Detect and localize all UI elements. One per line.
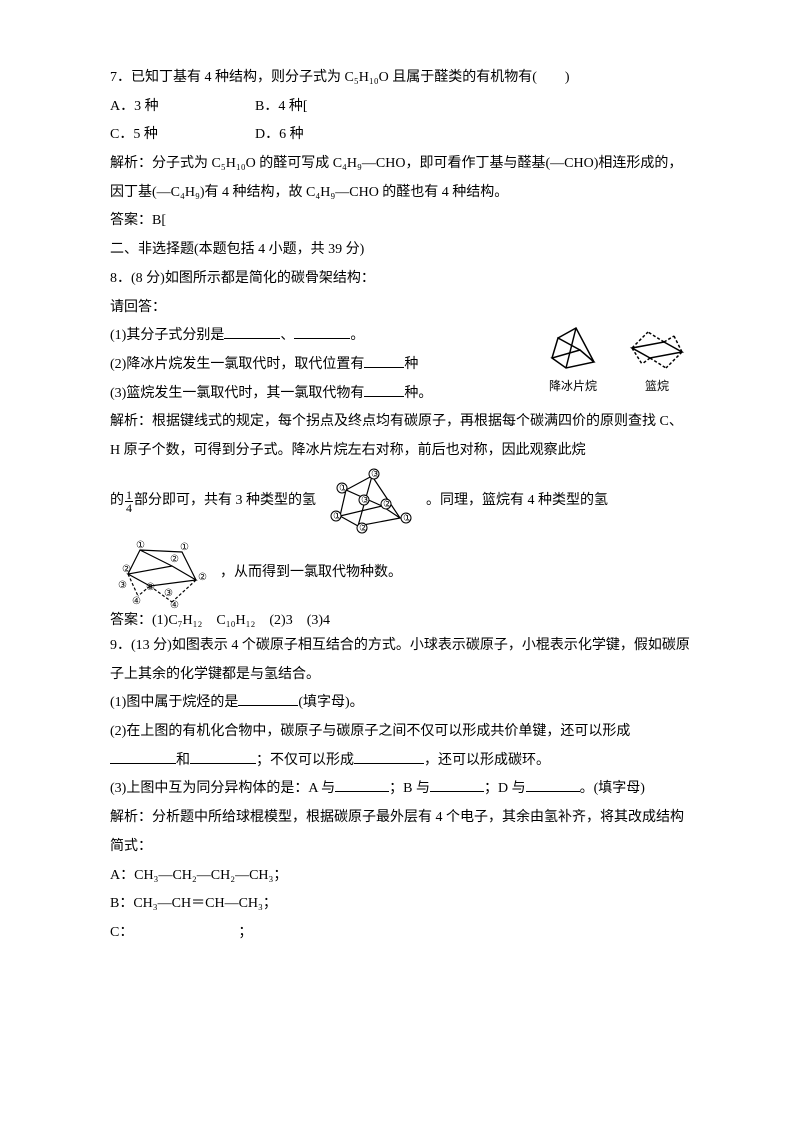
svg-text:①: ① <box>339 483 348 494</box>
q7-options-row2: C．5 种 D．6 种 <box>110 121 690 150</box>
blank <box>364 353 404 368</box>
svg-text:③: ③ <box>371 469 380 480</box>
q8-diagram-left: 降冰片烷 <box>544 324 602 399</box>
q8-p2-a: (2)降冰片烷发生一氯取代时，取代位置有 <box>110 357 364 372</box>
q7-opt-d: D．6 种 <box>255 121 400 150</box>
q8-ana2-b: 部分即可，共有 3 种类型的氢 <box>134 487 316 516</box>
q8-ana3: ，从而得到一氯取代物种数。 <box>220 559 402 588</box>
q9-b: B：CH₃—CH＝CH—CH₃； <box>110 890 690 919</box>
norbornane-icon <box>544 324 602 372</box>
q7-stem: 7．已知丁基有 4 种结构，则分子式为 C₅H₁₀O 且属于醛类的有机物有( ) <box>110 64 690 93</box>
blank <box>335 777 389 792</box>
q8-intro: 请回答： <box>110 294 690 323</box>
q8-stem: 8．(8 分)如图所示都是简化的碳骨架结构： <box>110 265 690 294</box>
q9-p3-d: 。(填字母) <box>580 781 645 796</box>
q8-ana1: 解析：根据键线式的规定，每个拐点及终点均有碳原子，再根据每个碳满四价的原则查找 … <box>110 408 690 465</box>
q9-stem: 9．(13 分)如图表示 4 个碳原子相互结合的方式。小球表示碳原子，小棍表示化… <box>110 632 690 689</box>
q8-p1-b: 、 <box>280 328 294 343</box>
svg-text:②: ② <box>146 582 155 593</box>
q8-p3-a: (3)篮烷发生一氯取代时，其一氯取代物有 <box>110 386 364 401</box>
svg-text:④: ④ <box>170 600 179 610</box>
blank <box>224 324 280 339</box>
basketane-icon <box>622 324 692 372</box>
q7-opt-a: A．3 种 <box>110 93 255 122</box>
blank <box>238 691 298 706</box>
q7-opt-b: B．4 种[ <box>255 93 400 122</box>
blank <box>110 749 176 764</box>
fraction-1-4: 14 <box>125 489 133 514</box>
q8-diagram-right-label: 篮烷 <box>645 379 669 393</box>
q7-options-row1: A．3 种 B．4 种[ <box>110 93 690 122</box>
q9-p3-b: ；B 与 <box>389 781 430 796</box>
q9-p2-a: (2)在上图的有机化合物中，碳原子与碳原子之间不仅可以形成共价单键，还可以形成 <box>110 724 630 739</box>
blank <box>294 324 350 339</box>
q7-analysis: 解析：分子式为 C₅H₁₀O 的醛可写成 C₄H₉—CHO，即可看作丁基与醛基(… <box>110 150 690 207</box>
svg-text:③: ③ <box>361 495 370 506</box>
q8-diagram-left-label: 降冰片烷 <box>549 379 597 393</box>
svg-text:②: ② <box>122 564 131 575</box>
svg-text:③: ③ <box>164 588 173 599</box>
blank <box>526 777 580 792</box>
svg-text:②: ② <box>359 523 368 534</box>
q8-p3-b: 种。 <box>404 386 432 401</box>
q9-p2-b: 和 <box>176 753 190 768</box>
q8-ana2: 的 14 部分即可，共有 3 种类型的氢 ① ② ① ② ① ③ ③ 。同理，篮… <box>110 466 690 538</box>
svg-text:③: ③ <box>118 580 127 591</box>
q8-ana2-a: 的 <box>110 487 124 516</box>
section-2-header: 二、非选择题(本题包括 4 小题，共 39 分) <box>110 236 690 265</box>
q9-p2-d: ，还可以形成碳环。 <box>424 753 550 768</box>
svg-text:④: ④ <box>132 596 141 607</box>
basketane-numbered-icon: ① ① ② ② ② ② ③ ③ ④ ④ <box>110 538 220 610</box>
q7-opt-c: C．5 种 <box>110 121 255 150</box>
q9-p3: (3)上图中互为同分异构体的是：A 与 ；B 与 ；D 与 。(填字母) <box>110 775 690 804</box>
q9-c: C： ； <box>110 919 690 948</box>
svg-text:①: ① <box>136 540 145 551</box>
blank <box>190 749 256 764</box>
q9-p1: (1)图中属于烷烃的是 (填字母)。 <box>110 689 690 718</box>
svg-text:②: ② <box>383 499 392 510</box>
blank <box>430 777 484 792</box>
q7-answer: 答案：B[ <box>110 207 690 236</box>
q8-p1-a: (1)其分子式分别是 <box>110 328 224 343</box>
q9-p1-b: (填字母)。 <box>298 695 363 710</box>
q8-diagrams: 降冰片烷 篮烷 <box>544 324 692 399</box>
q8-p1-c: 。 <box>350 328 364 343</box>
svg-text:①: ① <box>180 542 189 553</box>
q9-p2-c: ；不仅可以形成 <box>256 753 354 768</box>
q8-ana3-row: ① ① ② ② ② ② ③ ③ ④ ④ ，从而得到一氯取代物种数。 <box>110 538 690 610</box>
q9-p1-a: (1)图中属于烷烃的是 <box>110 695 238 710</box>
q9-a: A：CH₃—CH₂—CH₂—CH₃； <box>110 862 690 891</box>
q8-answer: 答案：(1)C₇H₁₂ C₁₀H₁₂ (2)3 (3)4 <box>110 610 690 632</box>
q9-p3-a: (3)上图中互为同分异构体的是：A 与 <box>110 781 335 796</box>
svg-text:①: ① <box>333 511 342 522</box>
svg-text:①: ① <box>403 513 412 524</box>
q9-p2: (2)在上图的有机化合物中，碳原子与碳原子之间不仅可以形成共价单键，还可以形成 … <box>110 718 690 775</box>
q9-p3-c: ；D 与 <box>484 781 526 796</box>
svg-text:②: ② <box>170 554 179 565</box>
norbornane-numbered-icon: ① ② ① ② ① ③ ③ <box>316 466 426 538</box>
blank <box>354 749 424 764</box>
page: 7．已知丁基有 4 种结构，则分子式为 C₅H₁₀O 且属于醛类的有机物有( )… <box>0 0 800 1132</box>
q9-ana: 解析：分析题中所给球棍模型，根据碳原子最外层有 4 个电子，其余由氢补齐，将其改… <box>110 804 690 861</box>
q8-diagram-right: 篮烷 <box>622 324 692 399</box>
blank <box>364 382 404 397</box>
q8-p2-b: 种 <box>404 357 418 372</box>
svg-text:②: ② <box>198 572 207 583</box>
q8-ana2-c: 。同理，篮烷有 4 种类型的氢 <box>426 487 608 516</box>
